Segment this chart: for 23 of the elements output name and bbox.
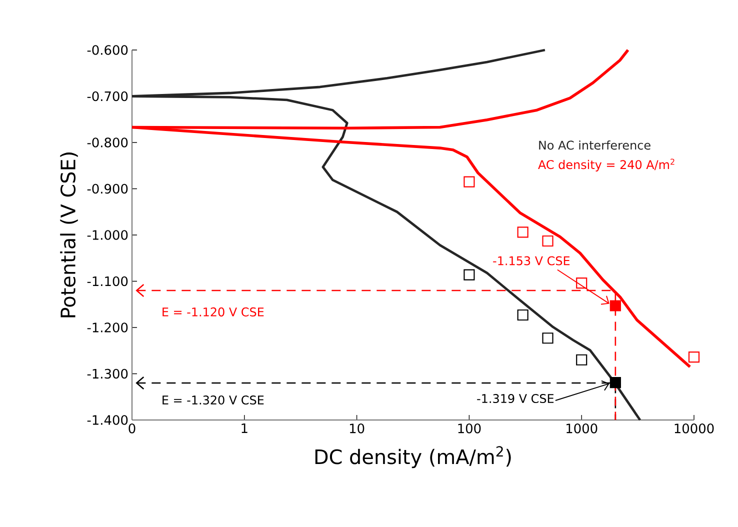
x-tick-label: 10	[350, 424, 364, 434]
y-tick-label: -0.900	[87, 184, 128, 194]
annotation: E = -1.120 V CSE	[162, 307, 264, 316]
y-tick-label: -1.000	[87, 230, 128, 240]
y-tick-label: -0.800	[87, 138, 128, 148]
y-tick-label: -1.400	[87, 415, 128, 425]
y-tick-label: -0.600	[87, 45, 128, 55]
y-tick-label: -1.200	[87, 322, 128, 332]
y-tick-label: -1.100	[87, 276, 128, 286]
x-tick-label: 0	[128, 424, 136, 434]
y-axis-title: Potential (V CSE)	[60, 152, 78, 318]
x-tick-label: 10000	[674, 424, 714, 434]
x-tick-label: 1	[242, 424, 248, 433]
y-tick-label: -0.700	[87, 91, 128, 102]
x-tick-label: 1000	[566, 424, 598, 434]
x-axis-title: DC density (mA/m$^{2}$)	[315, 446, 511, 468]
y-tick-label: -1.300	[87, 368, 128, 379]
text: AC density = 240 A/m$^{2}$	[538, 158, 674, 172]
annotation: -1.153 V CSE	[493, 256, 570, 266]
annotation: E = -1.320 V CSE	[162, 395, 264, 405]
x-tick-label: 100	[458, 424, 481, 434]
annotation: -1.319 V CSE	[477, 394, 554, 404]
text: No AC interference	[539, 140, 650, 150]
